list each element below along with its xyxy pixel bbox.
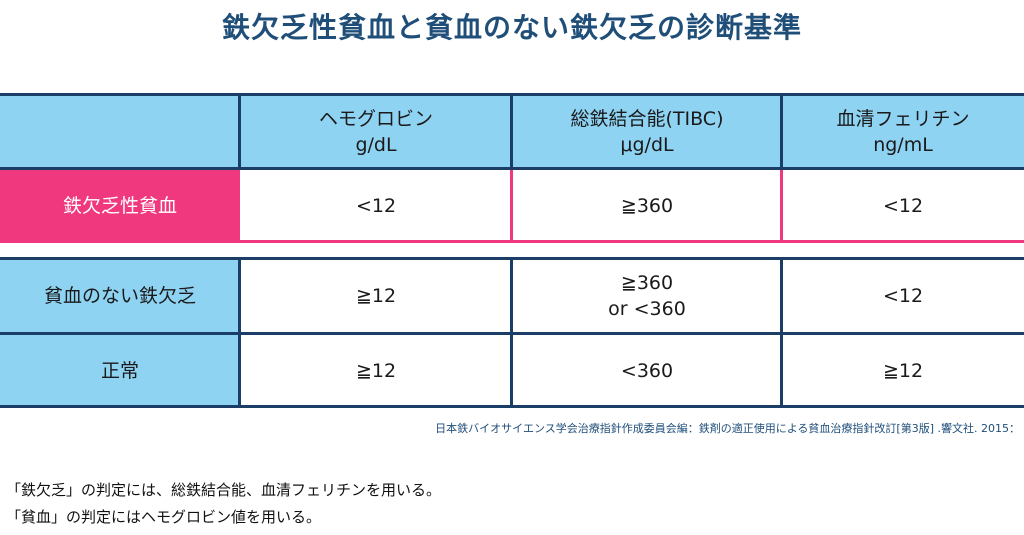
row-label-normal: 正常 (0, 333, 240, 408)
border-col2-lower (510, 257, 513, 408)
cell-idwa-tibc-line1: ≧360 (620, 271, 674, 294)
cell-ida-ferritin: <12 (782, 170, 1024, 242)
highlight-divider-1 (510, 170, 513, 242)
header-tibc-unit: μg/dL (620, 133, 674, 156)
diagnosis-table: ヘモグロビン g/dL 総鉄結合能(TIBC) μg/dL 血清フェリチン ng… (0, 93, 1024, 408)
header-ferritin-unit: ng/mL (873, 133, 933, 156)
header-hemoglobin-name: ヘモグロビン (318, 107, 433, 130)
highlight-divider-2 (780, 170, 783, 242)
header-hemoglobin: ヘモグロビン g/dL (240, 93, 512, 170)
cell-ida-tibc: ≧360 (512, 170, 782, 242)
cell-idwa-ferritin: <12 (782, 258, 1024, 333)
page-title: 鉄欠乏性貧血と貧血のない鉄欠乏の診断基準 (221, 11, 802, 44)
header-corner (0, 93, 240, 170)
border-col3-header (780, 93, 783, 170)
border-col1-lower (238, 257, 241, 408)
source-citation: 日本鉄バイオサイエンス学会治療指針作成委員会編：鉄剤の適正使用による貧血治療指針… (435, 422, 1020, 435)
border-col2-header (510, 93, 513, 170)
cell-normal-tibc: <360 (512, 333, 782, 408)
header-ferritin-name: 血清フェリチン (836, 107, 970, 130)
header-ferritin: 血清フェリチン ng/mL (782, 93, 1024, 170)
row-label-iron-deficiency-without-anemia: 貧血のない鉄欠乏 (0, 258, 240, 333)
header-hemoglobin-unit: g/dL (355, 133, 397, 156)
header-tibc: 総鉄結合能(TIBC) μg/dL (512, 93, 782, 170)
border-col3-lower (780, 257, 783, 408)
row-label-iron-deficiency-anemia: 鉄欠乏性貧血 (0, 170, 240, 242)
cell-normal-hemoglobin: ≧12 (240, 333, 512, 408)
note-anemia: 「貧血」の判定にはヘモグロビン値を用いる。 (6, 508, 322, 526)
cell-idwa-tibc: ≧360 or <360 (512, 258, 782, 333)
row-gap (0, 242, 1024, 258)
cell-idwa-tibc-line2: or <360 (608, 297, 686, 320)
note-iron-deficiency: 「鉄欠乏」の判定には、総鉄結合能、血清フェリチンを用いる。 (6, 481, 442, 499)
cell-ida-hemoglobin: <12 (240, 170, 512, 242)
border-col1-header (238, 93, 241, 170)
cell-normal-ferritin: ≧12 (782, 333, 1024, 408)
header-tibc-name: 総鉄結合能(TIBC) (570, 107, 724, 130)
cell-idwa-hemoglobin: ≧12 (240, 258, 512, 333)
